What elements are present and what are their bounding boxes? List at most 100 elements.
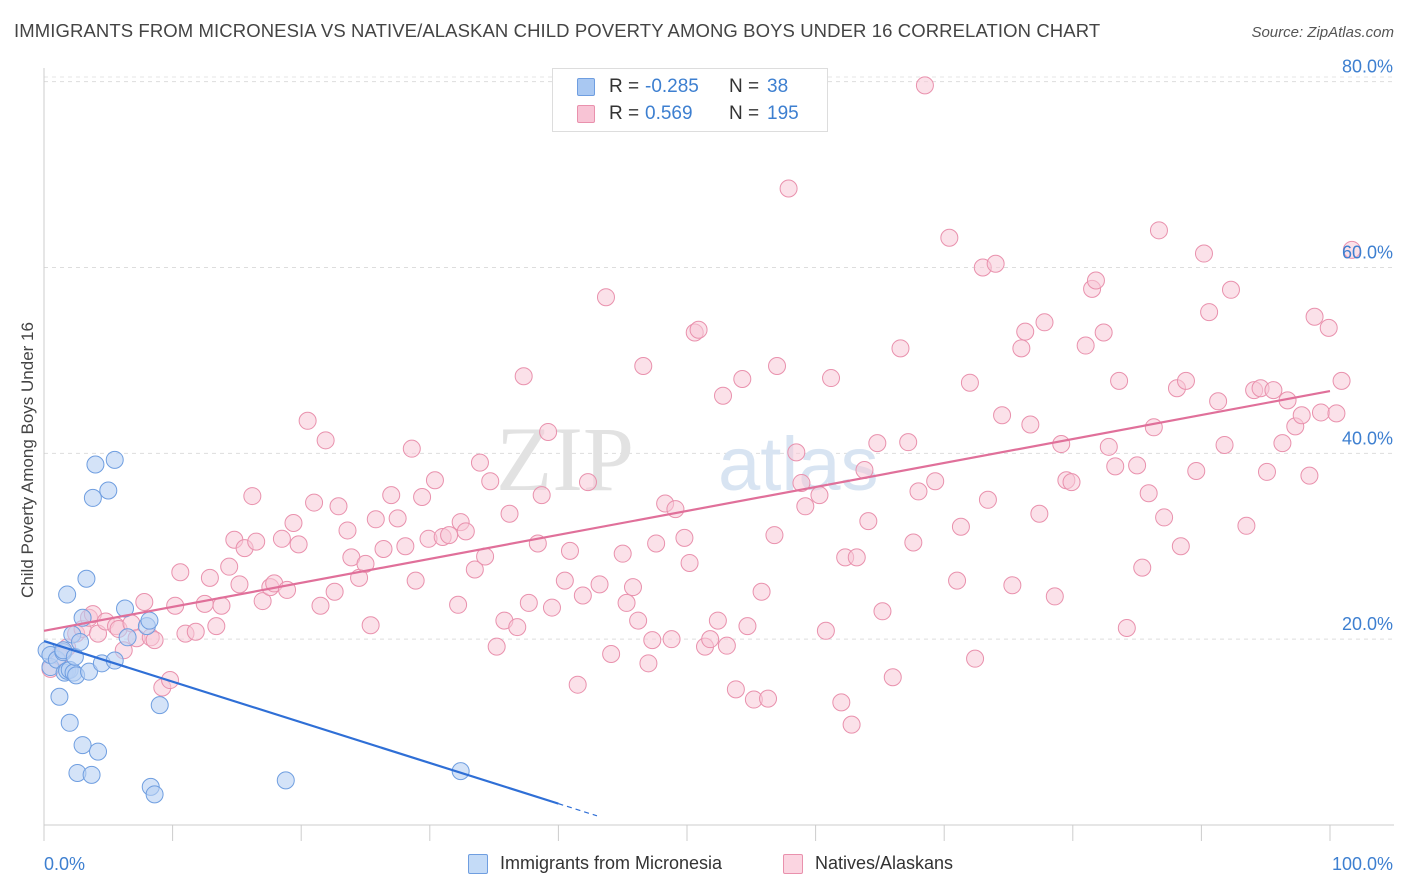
data-point-natives bbox=[465, 560, 484, 579]
stats-swatch-micronesia bbox=[577, 78, 595, 96]
data-point-natives bbox=[617, 593, 636, 612]
data-point-natives bbox=[1117, 619, 1136, 638]
data-point-micronesia bbox=[140, 611, 159, 630]
data-point-natives bbox=[904, 533, 923, 552]
data-point-natives bbox=[680, 553, 699, 572]
data-point-micronesia bbox=[58, 585, 77, 604]
data-point-natives bbox=[338, 521, 357, 540]
stats-r-value: -0.285 bbox=[645, 76, 699, 97]
data-point-natives bbox=[909, 482, 928, 501]
data-point-micronesia bbox=[77, 569, 96, 588]
data-point-natives bbox=[1021, 415, 1040, 434]
data-point-natives bbox=[940, 228, 959, 247]
data-point-natives bbox=[883, 668, 902, 687]
series-natives-points bbox=[41, 76, 1361, 734]
data-point-natives bbox=[752, 582, 771, 601]
data-point-micronesia bbox=[86, 455, 105, 474]
legend-label-natives: Natives/Alaskans bbox=[815, 853, 954, 873]
legend-swatch-micronesia bbox=[468, 854, 488, 874]
stats-r-label: R = bbox=[609, 103, 640, 124]
data-point-natives bbox=[1332, 371, 1351, 390]
y-axis-label-wrap: Child Poverty Among Boys Under 16 bbox=[6, 300, 50, 620]
data-point-natives bbox=[899, 433, 918, 452]
data-point-natives bbox=[639, 654, 658, 673]
data-point-natives bbox=[1292, 406, 1311, 425]
data-point-natives bbox=[361, 616, 380, 635]
data-point-natives bbox=[1094, 323, 1113, 342]
data-point-natives bbox=[1086, 271, 1105, 290]
y-tick-label: 80.0% bbox=[1342, 57, 1393, 77]
data-point-natives bbox=[643, 631, 662, 650]
data-point-natives bbox=[560, 541, 579, 560]
data-point-natives bbox=[230, 575, 249, 594]
data-point-natives bbox=[1200, 303, 1219, 322]
data-point-natives bbox=[519, 593, 538, 612]
data-point-natives bbox=[1106, 457, 1125, 476]
data-point-natives bbox=[926, 472, 945, 491]
data-point-natives bbox=[675, 528, 694, 547]
data-point-natives bbox=[1128, 456, 1147, 475]
data-point-natives bbox=[951, 517, 970, 536]
data-point-natives bbox=[613, 544, 632, 563]
data-point-natives bbox=[623, 578, 642, 597]
data-point-micronesia bbox=[105, 450, 124, 469]
data-point-natives bbox=[284, 514, 303, 533]
data-point-micronesia bbox=[71, 632, 90, 651]
data-point-natives bbox=[514, 367, 533, 386]
data-point-natives bbox=[325, 582, 344, 601]
data-point-natives bbox=[689, 320, 708, 339]
data-point-micronesia bbox=[150, 696, 169, 715]
stats-n-label: N = bbox=[729, 76, 760, 97]
data-point-natives bbox=[440, 526, 459, 545]
data-point-natives bbox=[1030, 504, 1049, 523]
chart-title: IMMIGRANTS FROM MICRONESIA VS NATIVE/ALA… bbox=[14, 20, 1101, 41]
data-point-natives bbox=[568, 675, 587, 694]
data-point-natives bbox=[915, 76, 934, 95]
data-point-natives bbox=[220, 557, 239, 576]
stats-n-label: N = bbox=[729, 103, 760, 124]
data-point-natives bbox=[316, 431, 335, 450]
data-point-micronesia bbox=[83, 488, 102, 507]
data-point-natives bbox=[816, 621, 835, 640]
legend-label-micronesia: Immigrants from Micronesia bbox=[500, 853, 723, 873]
data-point-natives bbox=[555, 571, 574, 590]
y-tick-label: 40.0% bbox=[1342, 428, 1393, 448]
data-point-natives bbox=[425, 471, 444, 490]
data-point-natives bbox=[733, 369, 752, 388]
trend-lines bbox=[43, 389, 1331, 817]
watermark: ZIP atlas bbox=[496, 408, 879, 510]
y-tick-label: 60.0% bbox=[1342, 242, 1393, 262]
data-point-natives bbox=[186, 622, 205, 641]
data-point-natives bbox=[810, 486, 829, 505]
data-point-natives bbox=[1155, 508, 1174, 527]
tick-labels: 20.0% 40.0% 60.0% 80.0% 0.0% 100.0% bbox=[44, 57, 1393, 874]
source-label: Source: ZipAtlas.com bbox=[1251, 24, 1394, 41]
data-point-natives bbox=[978, 490, 997, 509]
data-point-natives bbox=[1003, 576, 1022, 595]
stats-r-label: R = bbox=[609, 76, 640, 97]
data-point-natives bbox=[1099, 437, 1118, 456]
data-point-natives bbox=[1171, 537, 1190, 556]
data-point-natives bbox=[1273, 434, 1292, 453]
data-point-natives bbox=[590, 575, 609, 594]
data-point-natives bbox=[1144, 418, 1163, 437]
data-point-natives bbox=[708, 611, 727, 630]
data-point-natives bbox=[413, 487, 432, 506]
series-micronesia-points bbox=[37, 450, 470, 804]
data-point-natives bbox=[647, 534, 666, 553]
data-point-micronesia bbox=[118, 628, 137, 647]
data-point-natives bbox=[532, 486, 551, 505]
data-point-micronesia bbox=[99, 481, 118, 500]
data-point-micronesia bbox=[73, 736, 92, 755]
stats-row-micronesia: R = -0.285 N = 38 bbox=[553, 74, 827, 100]
data-point-natives bbox=[1062, 473, 1081, 492]
data-point-natives bbox=[717, 636, 736, 655]
data-point-natives bbox=[396, 537, 415, 556]
data-point-natives bbox=[1327, 404, 1346, 423]
data-point-natives bbox=[792, 474, 811, 493]
data-point-micronesia bbox=[276, 771, 295, 790]
data-point-natives bbox=[329, 497, 348, 516]
data-point-natives bbox=[726, 680, 745, 699]
data-point-natives bbox=[596, 288, 615, 307]
data-point-natives bbox=[1076, 336, 1095, 355]
